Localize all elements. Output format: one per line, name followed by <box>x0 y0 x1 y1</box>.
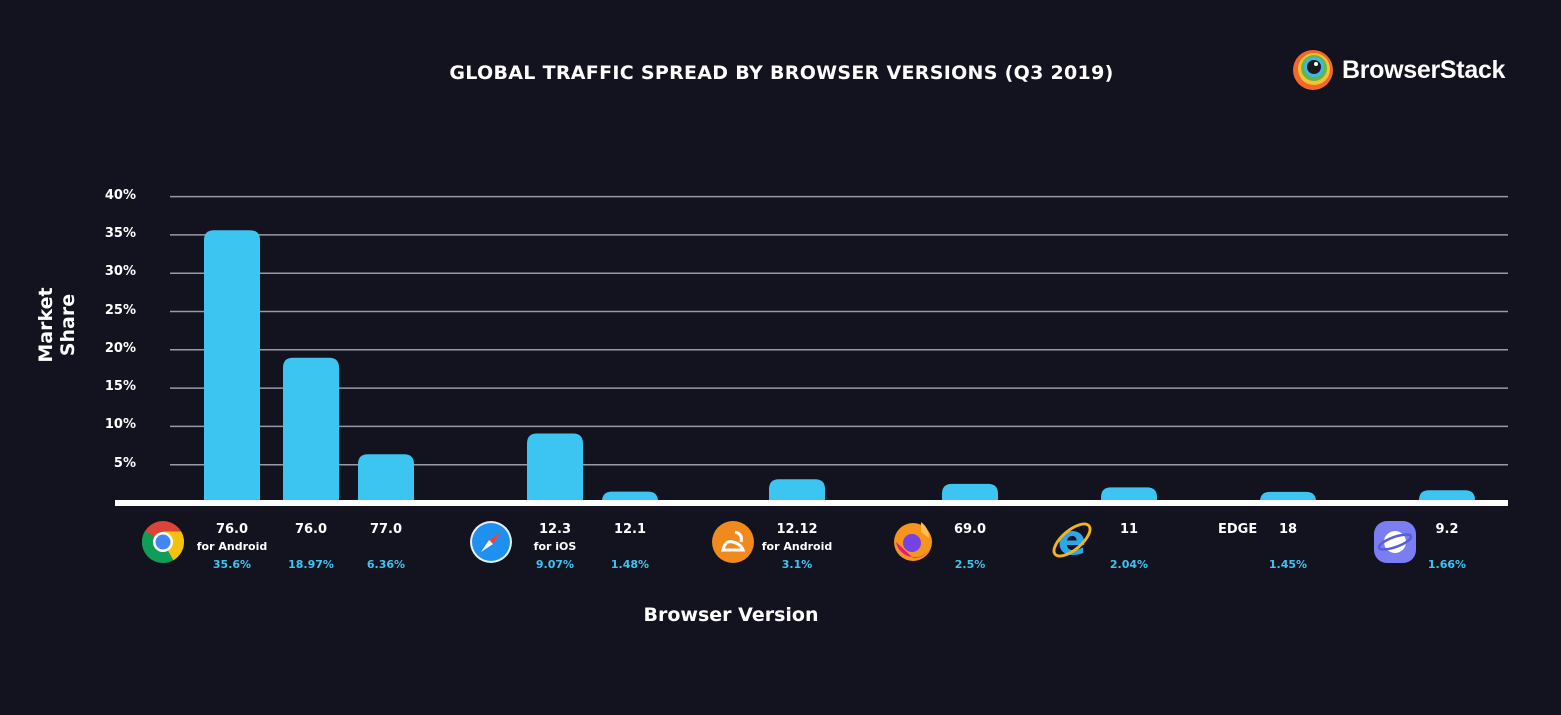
data-label: 3.1% <box>781 558 813 571</box>
y-tick-label: 15% <box>104 379 136 395</box>
y-tick-label: 40% <box>104 187 136 203</box>
bar <box>769 479 825 503</box>
version-label: 18 <box>1278 522 1298 537</box>
safari-icon <box>469 520 513 564</box>
category-label: 11 2.04% <box>1074 522 1184 571</box>
category-label: 77.0 6.36% <box>331 522 441 571</box>
data-label: 2.5% <box>954 558 986 571</box>
category-label: 18 1.45% <box>1233 522 1343 571</box>
y-tick-label: 25% <box>104 302 136 318</box>
y-tick-label: 35% <box>104 225 136 241</box>
version-label: 12.3 <box>538 522 572 537</box>
category-label: 12.12 for Android 3.1% <box>742 522 852 571</box>
edge-label: EDGE <box>1218 522 1258 537</box>
version-label <box>1233 540 1343 558</box>
samsung-internet-icon <box>1373 520 1417 564</box>
data-label: 9.07% <box>535 558 575 571</box>
category-label: 76.0 for Android 35.6% <box>177 522 287 571</box>
version-label: 76.0 <box>215 522 249 537</box>
bar <box>527 433 583 503</box>
version-label: 11 <box>1119 522 1139 537</box>
bar <box>942 483 998 503</box>
data-label: 35.6% <box>212 558 252 571</box>
version-label: for Android <box>761 540 833 553</box>
browserstack-logo-icon <box>1293 50 1333 90</box>
version-label: for iOS <box>533 540 577 553</box>
version-label: 69.0 <box>953 522 987 537</box>
x-axis-label: Browser Version <box>643 604 819 626</box>
y-tick-label: 5% <box>113 455 136 471</box>
bar <box>358 454 414 503</box>
category-label: 12.3 for iOS 9.07% <box>500 522 610 571</box>
data-label: 1.48% <box>610 558 650 571</box>
version-label: 76.0 <box>294 522 328 537</box>
chrome-icon <box>141 520 185 564</box>
data-label: 2.04% <box>1109 558 1149 571</box>
y-tick-label: 10% <box>104 417 136 433</box>
category-label: 9.2 1.66% <box>1392 522 1502 571</box>
data-label: 1.66% <box>1427 558 1467 571</box>
category-label: 69.0 2.5% <box>915 522 1025 571</box>
x-axis-baseline <box>115 500 1508 506</box>
category-label: 12.1 1.48% <box>575 522 685 571</box>
firefox-icon <box>891 518 935 562</box>
version-label <box>331 540 441 558</box>
bar <box>1101 487 1157 503</box>
version-label: 12.12 <box>776 522 818 537</box>
data-label: 6.36% <box>366 558 406 571</box>
data-label: 1.45% <box>1268 558 1308 571</box>
category-label: 76.0 18.97% <box>256 522 366 571</box>
data-label: 18.97% <box>288 558 334 571</box>
y-tick-label: 30% <box>104 264 136 280</box>
ie-icon: e <box>1048 515 1092 564</box>
version-label: for Android <box>196 540 268 553</box>
bar <box>1419 490 1475 503</box>
version-label: 9.2 <box>1435 522 1459 537</box>
version-label <box>575 540 685 558</box>
y-tick-label: 20% <box>104 340 136 356</box>
chart-title: GLOBAL TRAFFIC SPREAD BY BROWSER VERSION… <box>0 62 1561 84</box>
browserstack-logo-text: BrowserStack <box>1342 55 1506 84</box>
version-label: 12.1 <box>613 522 647 537</box>
browserstack-logo: BrowserStack <box>1292 49 1505 91</box>
chart-title-text: GLOBAL TRAFFIC SPREAD BY BROWSER VERSION… <box>449 62 1114 84</box>
bar <box>204 230 260 503</box>
uc-browser-icon <box>711 520 755 564</box>
bar <box>283 357 339 503</box>
version-label: 77.0 <box>369 522 403 537</box>
